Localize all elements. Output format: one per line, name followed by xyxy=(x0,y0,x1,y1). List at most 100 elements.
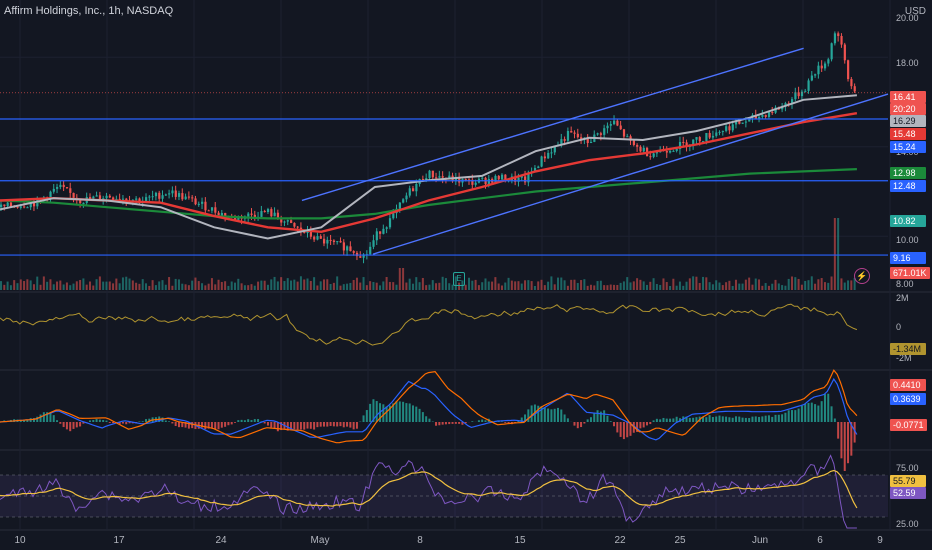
candle-body xyxy=(135,198,138,200)
volume-bar xyxy=(830,276,833,290)
macd-histogram-bar xyxy=(75,422,78,428)
volume-bar xyxy=(273,276,276,290)
volume-bar xyxy=(632,281,635,290)
macd-histogram-bar xyxy=(636,422,639,432)
candle-body xyxy=(702,141,705,143)
macd-histogram-bar xyxy=(405,403,408,422)
macd-histogram-bar xyxy=(599,411,602,422)
candle-body xyxy=(0,204,3,208)
candle-body xyxy=(62,184,65,188)
candle-body xyxy=(191,197,194,199)
candle-body xyxy=(543,156,547,159)
macd-histogram-bar xyxy=(556,407,559,422)
volume-bar xyxy=(738,283,741,290)
macd-histogram-bar xyxy=(626,422,629,438)
macd-histogram-bar xyxy=(220,422,223,428)
lightning-icon[interactable]: ⚡ xyxy=(854,268,870,284)
macd-histogram-bar xyxy=(589,417,592,422)
volume-bar xyxy=(711,284,714,290)
candle-body xyxy=(563,139,566,141)
volume-bar xyxy=(810,276,813,290)
macd-histogram-bar xyxy=(655,418,658,422)
candle-body xyxy=(369,246,372,255)
candle-body xyxy=(72,192,75,198)
candle-body xyxy=(721,130,724,132)
macd-histogram-bar xyxy=(309,422,312,429)
macd-histogram-bar xyxy=(164,420,167,422)
candle-body xyxy=(718,131,721,133)
candle-body xyxy=(309,230,313,237)
macd-histogram-bar xyxy=(435,422,438,426)
volume-bar xyxy=(758,279,761,290)
candle-body xyxy=(616,120,619,126)
candle-body xyxy=(764,114,767,117)
candle-body xyxy=(626,136,629,138)
volume-bar xyxy=(438,282,441,290)
candle-body xyxy=(609,124,612,126)
volume-bar xyxy=(458,282,461,290)
macd-histogram-bar xyxy=(280,422,283,431)
obv-tick: 2M xyxy=(896,293,909,303)
macd-histogram-bar xyxy=(263,422,266,424)
volume-bar xyxy=(52,284,55,290)
macd-histogram-bar xyxy=(303,422,306,430)
volume-bar xyxy=(296,281,299,290)
macd-histogram-bar xyxy=(201,422,204,428)
rsi-badge: 52.59 xyxy=(890,487,926,499)
macd-histogram-bar xyxy=(580,422,583,428)
candle-body xyxy=(49,191,52,199)
volume-bar xyxy=(721,285,724,290)
volume-bar xyxy=(692,276,695,290)
macd-badge: 0.4410 xyxy=(890,379,926,391)
macd-histogram-bar xyxy=(751,416,754,422)
macd-histogram-bar xyxy=(537,405,540,422)
macd-histogram-bar xyxy=(411,405,414,422)
volume-bar xyxy=(784,285,787,290)
candle-body xyxy=(250,213,253,215)
volume-bar xyxy=(708,282,711,290)
candle-body xyxy=(9,202,13,207)
candle-body xyxy=(678,141,682,150)
volume-bar xyxy=(514,281,517,290)
candle-body xyxy=(326,239,329,244)
macd-histogram-bar xyxy=(520,417,523,422)
candle-body xyxy=(19,206,22,208)
volume-bar xyxy=(547,281,550,290)
volume-bar xyxy=(250,284,253,290)
volume-bar xyxy=(375,282,378,290)
macd-histogram-bar xyxy=(843,422,846,471)
macd-histogram-bar xyxy=(609,421,612,422)
earnings-marker[interactable]: E xyxy=(453,272,465,286)
volume-bar xyxy=(339,285,342,290)
macd-histogram-bar xyxy=(121,422,124,424)
candle-body xyxy=(210,207,214,211)
macd-histogram-bar xyxy=(817,405,820,422)
volume-bar xyxy=(164,284,167,290)
volume-bar xyxy=(79,279,82,290)
volume-bar xyxy=(336,276,339,290)
volume-bar xyxy=(405,282,408,290)
candle-body xyxy=(69,188,72,193)
obv-line xyxy=(0,303,858,346)
macd-histogram-bar xyxy=(270,422,273,428)
candle-body xyxy=(622,129,626,137)
candle-body xyxy=(441,176,444,178)
macd-histogram-bar xyxy=(758,416,761,422)
candle-body xyxy=(224,213,227,218)
macd-histogram-bar xyxy=(471,421,474,422)
macd-histogram-bar xyxy=(372,399,375,422)
macd-histogram-bar xyxy=(840,422,843,459)
price-tick: 20.00 xyxy=(896,13,919,23)
candle-body xyxy=(82,202,85,204)
macd-histogram-bar xyxy=(62,422,65,428)
volume-bar xyxy=(121,277,124,290)
macd-histogram-bar xyxy=(725,416,728,422)
macd-histogram-bar xyxy=(402,401,405,422)
macd-histogram-bar xyxy=(293,422,296,430)
volume-bar xyxy=(576,283,579,290)
candle-body xyxy=(682,141,685,143)
candle-body xyxy=(161,195,164,199)
macd-histogram-bar xyxy=(794,410,797,422)
